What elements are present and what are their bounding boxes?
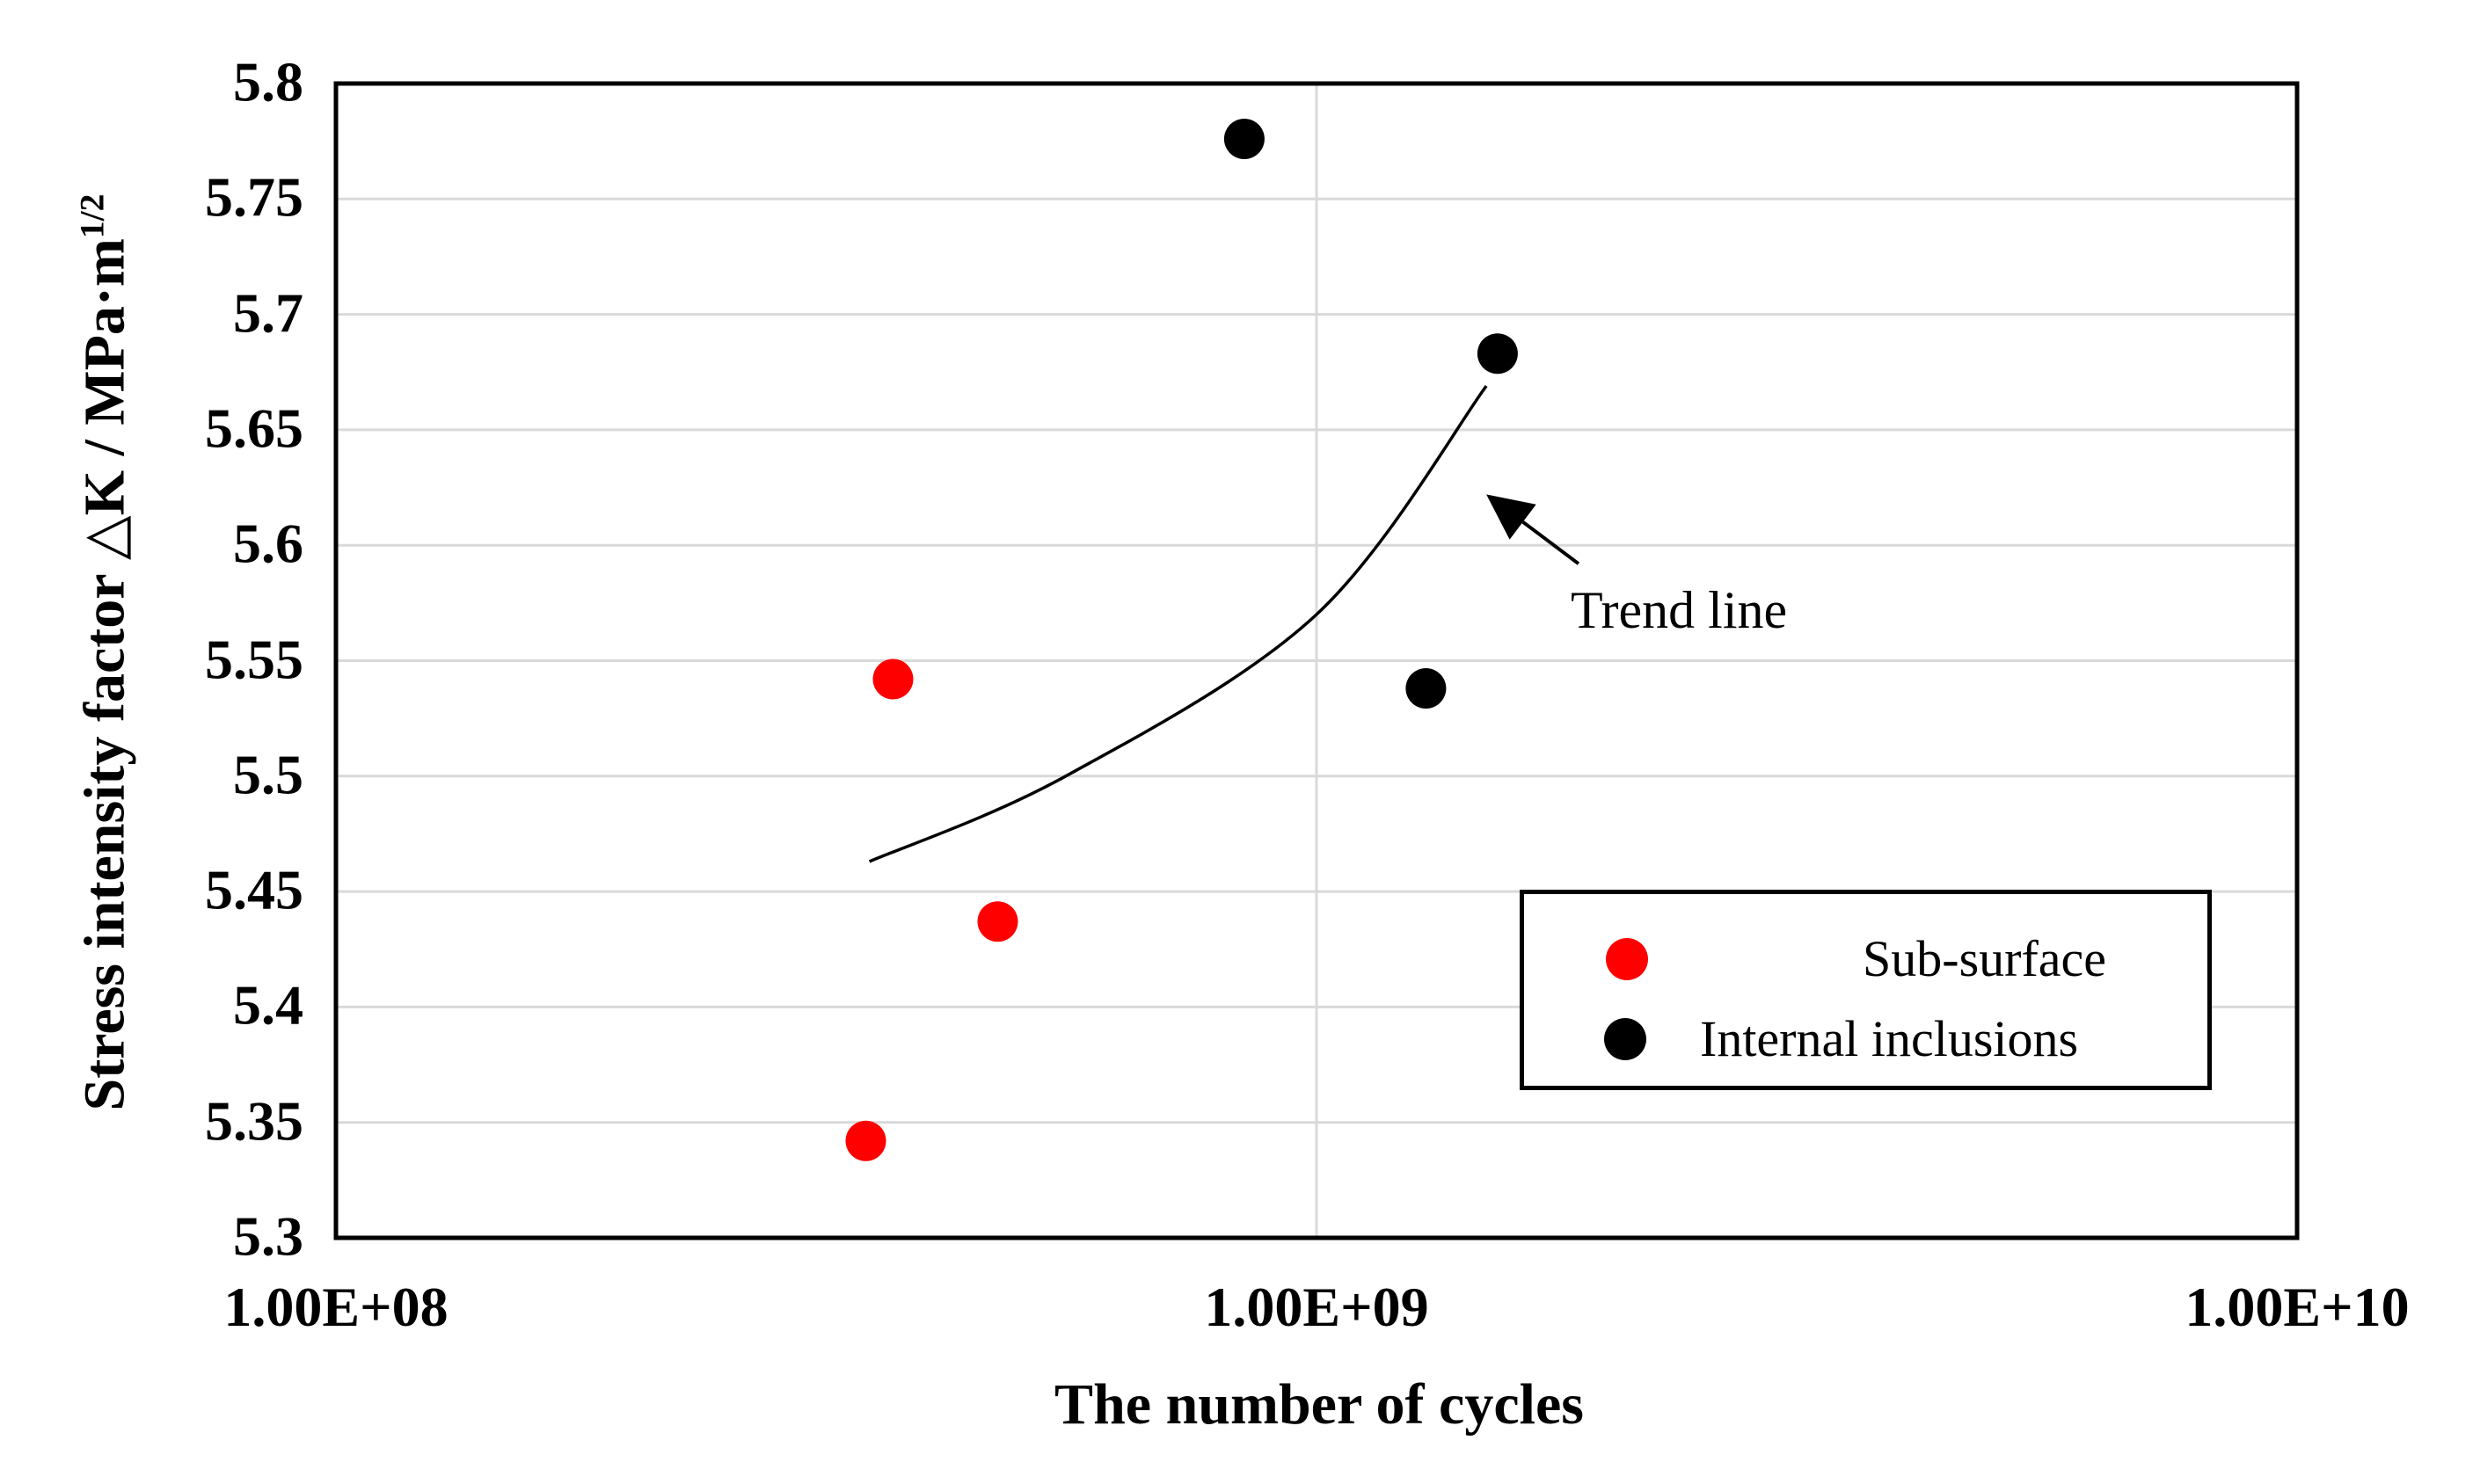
y-axis-tick-label: 5.75 (205, 166, 303, 229)
x-axis-tick-label: 1.00E+08 (223, 1276, 449, 1338)
y-axis-tick-label: 5.4 (233, 974, 303, 1037)
legend-marker-internal-inclusions (1604, 1018, 1646, 1060)
y-axis-tick-label: 5.35 (205, 1089, 303, 1153)
legend-box: Sub-surface Internal inclusions (1520, 890, 2212, 1090)
annotation-arrow (1486, 494, 1580, 565)
x-axis-tick-label: 1.00E+09 (1204, 1276, 1429, 1338)
data-points (845, 119, 1518, 1161)
data-point-sub-surface-1 (977, 901, 1018, 942)
y-axis-tick-label: 5.8 (233, 50, 303, 113)
legend-label-internal-inclusions: Internal inclusions (1700, 1010, 2079, 1067)
y-axis-tick-label: 5.55 (205, 628, 303, 691)
y-axis-title: Stress intensity factor △K / MPa·m1/2 (61, 194, 137, 1111)
data-point-internal-inclusions-2 (1405, 668, 1447, 709)
plot-area-border (333, 81, 2300, 1240)
legend-marker-sub-surface (1606, 938, 1648, 980)
y-axis-tick-label: 5.5 (233, 743, 303, 806)
gridlines (336, 84, 2297, 1238)
data-point-sub-surface-0 (872, 658, 914, 700)
x-axis-tick-label: 1.00E+10 (2185, 1276, 2410, 1338)
data-point-internal-inclusions-0 (1223, 119, 1265, 159)
trend-line-annotation-label: Trend line (1571, 581, 1788, 639)
y-axis-tick-label: 5.45 (205, 858, 303, 921)
plot-border (333, 81, 2300, 1240)
data-point-internal-inclusions-1 (1477, 333, 1518, 375)
y-axis-title-text: Stress intensity factor △K / MPa·m (72, 238, 137, 1111)
x-axis-title: The number of cycles (1054, 1372, 1584, 1437)
trend-line-path (868, 384, 1488, 863)
y-axis-tick-label: 5.3 (233, 1204, 303, 1268)
legend-label-sub-surface: Sub-surface (1863, 930, 2107, 987)
data-point-sub-surface-2 (845, 1120, 886, 1161)
y-axis-tick-label: 5.65 (205, 396, 303, 460)
y-axis-tick-label: 5.7 (233, 281, 303, 345)
arrow-head (1486, 494, 1536, 540)
arrow-tail-line (1521, 520, 1580, 565)
y-axis-title-superscript: 1/2 (72, 193, 112, 239)
y-axis-tick-label: 5.6 (233, 512, 303, 575)
trend-line-curve (868, 384, 1488, 863)
